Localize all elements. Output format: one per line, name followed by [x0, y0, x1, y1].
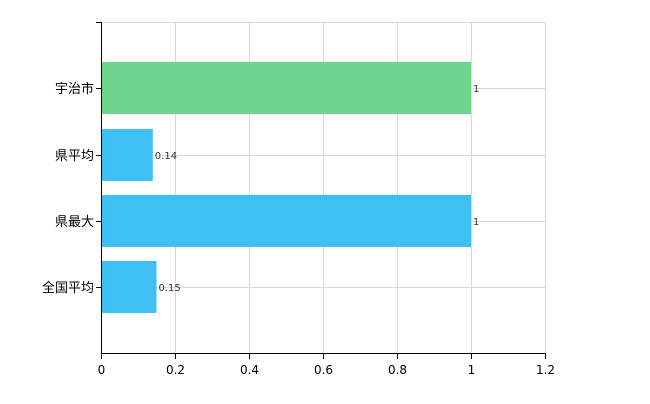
- bar: [101, 261, 157, 313]
- bar-value-label: 0.15: [159, 283, 181, 294]
- axis-layer: [96, 22, 546, 359]
- bar-value-label: 1: [473, 84, 479, 95]
- bar-value-label: 1: [473, 217, 479, 228]
- bar: [101, 129, 153, 181]
- x-tick-label: 0.2: [166, 363, 185, 377]
- y-tick-label: 県最大: [55, 215, 94, 230]
- y-tick-label: 宇治市: [55, 81, 94, 97]
- x-tick-label: 0.6: [314, 363, 333, 377]
- x-tick-label: 0.4: [240, 363, 259, 377]
- bar-value-label: 0.14: [155, 151, 177, 162]
- y-tick-label: 全国平均: [42, 280, 94, 296]
- x-tick-label: 0.8: [388, 363, 407, 377]
- x-tick-label: 1.2: [536, 363, 555, 377]
- bar: [101, 195, 471, 247]
- bar: [101, 62, 471, 114]
- x-tick-label: 1: [468, 363, 476, 377]
- x-tick-label: 0: [98, 363, 106, 377]
- bar-layer: [101, 62, 471, 313]
- y-tick-label: 県平均: [55, 149, 94, 164]
